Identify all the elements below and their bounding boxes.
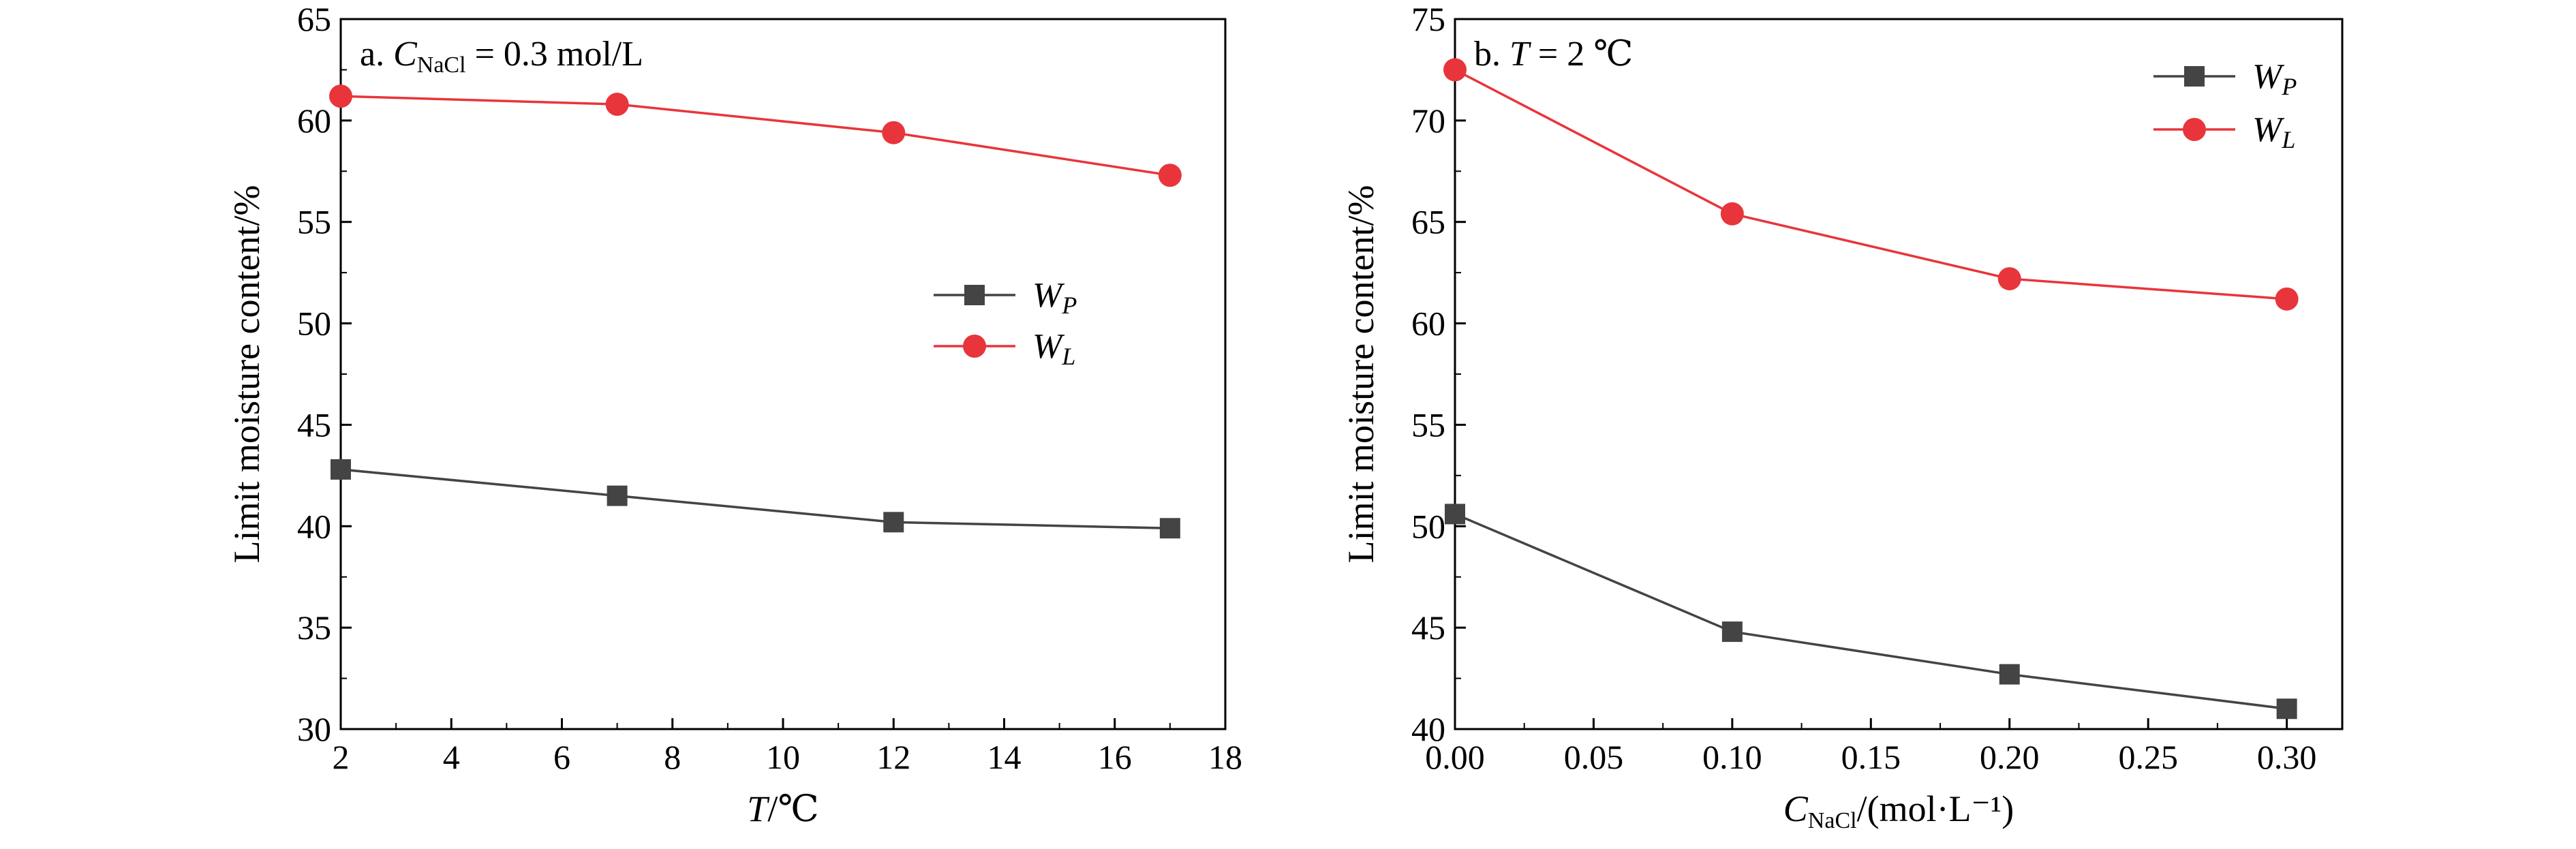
panel-title-var: T bbox=[1509, 35, 1531, 74]
y-tick-label: 55 bbox=[297, 203, 331, 241]
data-point-square bbox=[1159, 518, 1180, 539]
data-point-circle bbox=[329, 84, 352, 108]
panel-title-rest: = 2 ℃ bbox=[1529, 35, 1634, 74]
x-tick-label: 12 bbox=[876, 738, 910, 776]
data-point-square bbox=[331, 459, 351, 480]
legend-label-sub: L bbox=[1061, 343, 1075, 370]
x-axis-label-unit: /℃ bbox=[767, 788, 818, 829]
x-axis-label-var: T bbox=[747, 788, 770, 829]
x-axis-label: T/℃ bbox=[747, 788, 818, 829]
x-tick-label: 10 bbox=[766, 738, 800, 776]
x-tick-label: 8 bbox=[664, 738, 681, 776]
legend-label: WP bbox=[1032, 276, 1077, 319]
x-axis-label-sub: NaCl bbox=[1808, 808, 1857, 833]
x-tick-label: 14 bbox=[987, 738, 1022, 776]
y-tick-label: 65 bbox=[1411, 203, 1445, 241]
x-tick-label: 0.30 bbox=[2257, 738, 2317, 776]
data-point-circle bbox=[1720, 202, 1744, 226]
y-tick-label: 40 bbox=[297, 507, 331, 545]
x-tick-label: 2 bbox=[333, 738, 350, 776]
legend-label: WL bbox=[2252, 110, 2295, 153]
y-tick-label: 40 bbox=[1411, 710, 1445, 748]
y-tick-label: 50 bbox=[297, 305, 331, 343]
x-axis-label-unit: /(mol·L⁻¹) bbox=[1857, 788, 2014, 829]
series-line-wp bbox=[340, 468, 1170, 530]
legend-label-name: W bbox=[1032, 276, 1065, 315]
y-axis-label: Limit moisture content/% bbox=[1340, 185, 1381, 564]
legend-marker-square bbox=[964, 285, 985, 305]
x-tick-label: 6 bbox=[553, 738, 570, 776]
x-tick-label: 16 bbox=[1098, 738, 1132, 776]
x-tick-label: 0.20 bbox=[1980, 738, 2040, 776]
y-tick-label: 60 bbox=[297, 102, 331, 140]
chart-panel-b: 0.00 0.05 0.10 0.15 0.20 0.25 0.30 40 45 50 55 60 65… bbox=[1340, 0, 2344, 833]
data-point-circle bbox=[2275, 287, 2299, 311]
legend-label-sub: P bbox=[2281, 73, 2297, 100]
panel-title: b. T = 2 ℃ bbox=[1474, 35, 1633, 74]
x-tick-label: 4 bbox=[443, 738, 460, 776]
data-point-circle bbox=[1158, 164, 1182, 187]
y-tick-label: 75 bbox=[1411, 0, 1445, 38]
data-point-square bbox=[1721, 621, 1743, 643]
y-tick-label: 45 bbox=[1411, 608, 1445, 647]
panel-title-prefix: a. bbox=[360, 35, 393, 74]
data-point-square bbox=[883, 512, 904, 533]
legend-label-sub: P bbox=[1061, 292, 1077, 319]
data-point-circle bbox=[882, 121, 906, 144]
data-point-circle bbox=[1997, 267, 2021, 291]
data-point-square bbox=[1999, 664, 2020, 685]
data-point-circle bbox=[1443, 58, 1467, 82]
y-tick-label: 45 bbox=[297, 405, 331, 444]
series-line-wl bbox=[340, 95, 1171, 176]
y-tick-label: 65 bbox=[297, 0, 331, 38]
x-tick-label: 0.15 bbox=[1841, 738, 1901, 776]
x-axis-label-var: C bbox=[1783, 788, 1809, 829]
panel-title-var: C bbox=[393, 35, 418, 74]
plot-frame bbox=[339, 18, 1227, 730]
y-tick-label: 30 bbox=[297, 710, 331, 748]
legend-label-name: W bbox=[1032, 327, 1065, 366]
legend-marker-circle bbox=[963, 335, 986, 358]
data-point-square bbox=[2276, 698, 2297, 720]
panel-title-rest: = 0.3 mol/L bbox=[466, 35, 643, 74]
x-tick-label: 0.00 bbox=[1425, 738, 1485, 776]
legend-label: WP bbox=[2252, 57, 2297, 100]
data-point-circle bbox=[605, 93, 629, 117]
series-line-wl bbox=[1454, 68, 2287, 300]
series-line-wp bbox=[1454, 512, 2287, 710]
y-tick-label: 35 bbox=[297, 608, 331, 647]
plot-frame bbox=[1454, 18, 2344, 730]
legend-marker-square bbox=[2184, 66, 2205, 87]
y-tick-label: 70 bbox=[1411, 102, 1445, 140]
panel-title-prefix: b. bbox=[1474, 35, 1509, 74]
chart-panel-a: 2 4 6 8 10 12 14 16 18 30 35 40 45 50 55 60 65 Limit mois… bbox=[226, 0, 1242, 829]
legend-label-sub: L bbox=[2281, 126, 2295, 153]
legend-marker-circle bbox=[2183, 118, 2206, 141]
panel-title: a. CNaCl = 0.3 mol/L bbox=[360, 35, 643, 78]
x-axis-label: CNaCl/(mol·L⁻¹) bbox=[1783, 788, 2014, 833]
y-tick-label: 50 bbox=[1411, 507, 1445, 545]
x-tick-label: 0.25 bbox=[2118, 738, 2178, 776]
y-tick-label: 60 bbox=[1411, 305, 1445, 343]
x-tick-label: 18 bbox=[1208, 738, 1242, 776]
data-point-square bbox=[1445, 504, 1465, 525]
x-tick-label: 0.10 bbox=[1702, 738, 1762, 776]
legend-label-name: W bbox=[2252, 110, 2285, 149]
x-tick-label: 0.05 bbox=[1564, 738, 1624, 776]
legend-label-name: W bbox=[2252, 57, 2285, 96]
y-axis-label: Limit moisture content/% bbox=[226, 185, 267, 564]
legend-label: WL bbox=[1032, 327, 1075, 370]
panel-title-sub: NaCl bbox=[417, 52, 466, 78]
y-tick-label: 55 bbox=[1411, 405, 1445, 444]
data-point-square bbox=[607, 485, 628, 506]
